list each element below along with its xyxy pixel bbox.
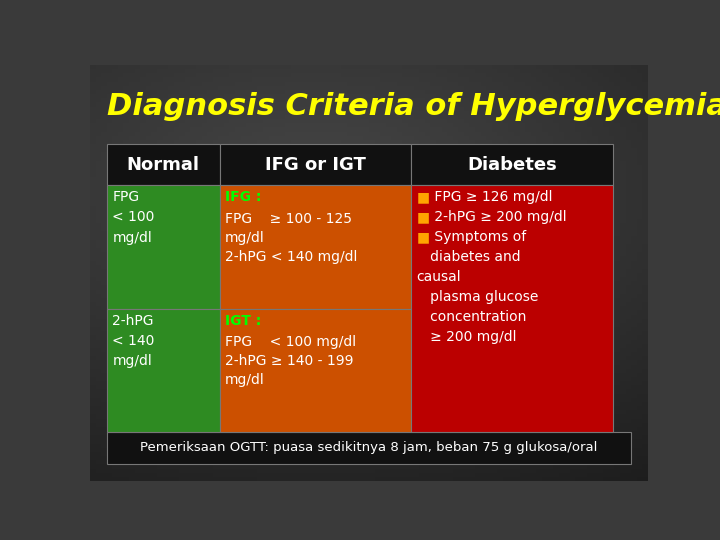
Text: plasma glucose: plasma glucose [417, 290, 538, 304]
Bar [220, 309, 411, 432]
Text: FPG    < 100 mg/dl
2-hPG ≥ 140 - 199
mg/dl: FPG < 100 mg/dl 2-hPG ≥ 140 - 199 mg/dl [225, 335, 356, 387]
Text: ■: ■ [417, 231, 430, 244]
Bar [220, 144, 411, 185]
Text: concentration: concentration [417, 310, 526, 324]
Text: IGT :: IGT : [225, 314, 261, 328]
Text: 2-hPG ≥ 200 mg/dl: 2-hPG ≥ 200 mg/dl [431, 211, 567, 225]
Text: IFG :: IFG : [225, 191, 261, 205]
Text: FPG    ≥ 100 - 125
mg/dl
2-hPG < 140 mg/dl: FPG ≥ 100 - 125 mg/dl 2-hPG < 140 mg/dl [225, 212, 357, 264]
Text: Diabetes: Diabetes [467, 156, 557, 174]
Text: Symptoms of: Symptoms of [431, 231, 527, 244]
Bar [107, 144, 220, 185]
Text: 2-hPG
< 140
mg/dl: 2-hPG < 140 mg/dl [112, 314, 155, 368]
Text: FPG
< 100
mg/dl: FPG < 100 mg/dl [112, 191, 155, 245]
Text: FPG ≥ 126 mg/dl: FPG ≥ 126 mg/dl [431, 191, 553, 205]
Text: ≥ 200 mg/dl: ≥ 200 mg/dl [417, 330, 516, 344]
Bar [411, 185, 613, 432]
Bar [107, 432, 631, 464]
Text: diabetes and: diabetes and [417, 250, 520, 264]
Text: causal: causal [417, 270, 462, 284]
Text: ■: ■ [417, 211, 430, 225]
Text: Diagnosis Criteria of Hyperglycemia: Diagnosis Criteria of Hyperglycemia [107, 92, 720, 121]
Text: IFG or IGT: IFG or IGT [265, 156, 366, 174]
Text: Pemeriksaan OGTT: puasa sedikitnya 8 jam, beban 75 g glukosa/oral: Pemeriksaan OGTT: puasa sedikitnya 8 jam… [140, 442, 598, 455]
Text: Normal: Normal [127, 156, 199, 174]
Bar [107, 185, 220, 309]
Bar [411, 144, 613, 185]
Bar [107, 309, 220, 432]
Text: ■: ■ [417, 191, 430, 205]
Bar [220, 185, 411, 309]
